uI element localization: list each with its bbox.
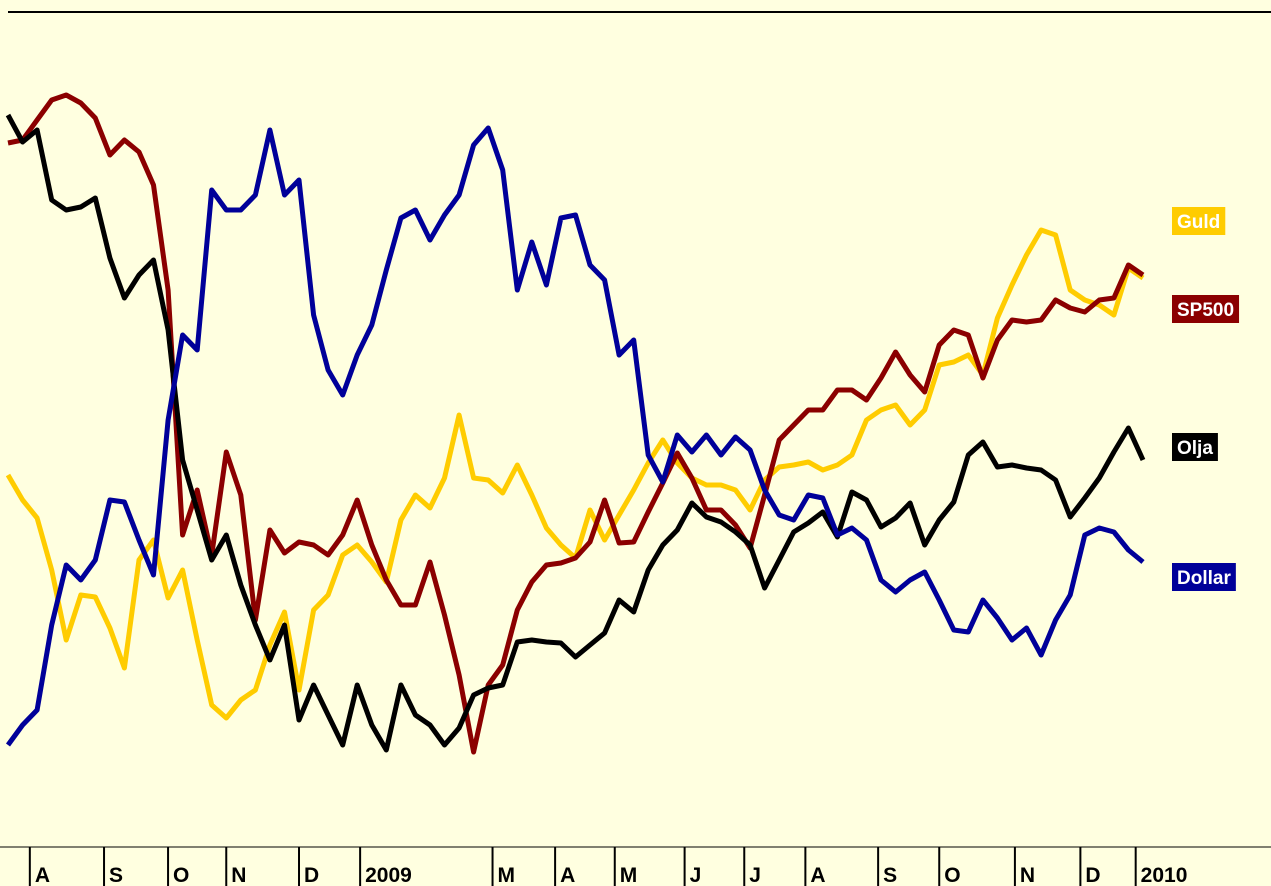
series-label: SP500 xyxy=(1177,300,1234,321)
x-tick-label: M xyxy=(620,864,638,886)
series-label: Dollar xyxy=(1177,568,1231,589)
x-tick-label: S xyxy=(883,864,897,886)
x-tick-label: A xyxy=(560,864,575,886)
series-label-box xyxy=(1172,563,1236,591)
series-line xyxy=(7,92,1145,755)
series-line xyxy=(5,125,1145,747)
x-tick-label: 2010 xyxy=(1141,864,1188,886)
x-tick-label: S xyxy=(109,864,123,886)
x-tick-label: O xyxy=(173,864,189,886)
x-tick-label: J xyxy=(749,864,761,886)
x-tick-label: D xyxy=(304,864,319,886)
x-tick-label: N xyxy=(231,864,246,886)
series-label: Guld xyxy=(1177,212,1220,233)
series-label-box xyxy=(1172,433,1218,461)
x-tick-label: O xyxy=(944,864,960,886)
series-line xyxy=(5,113,1146,753)
x-tick-label: M xyxy=(498,864,516,886)
series-label-box xyxy=(1172,207,1226,235)
x-tick-label: N xyxy=(1020,864,1035,886)
x-tick-label: D xyxy=(1085,864,1100,886)
x-tick-label: A xyxy=(810,864,825,886)
x-tick-label: J xyxy=(690,864,702,886)
x-tick-label: A xyxy=(35,864,50,886)
series-label: Olja xyxy=(1177,438,1213,459)
series-label-box xyxy=(1172,295,1240,323)
x-tick-label: 2009 xyxy=(365,864,412,886)
